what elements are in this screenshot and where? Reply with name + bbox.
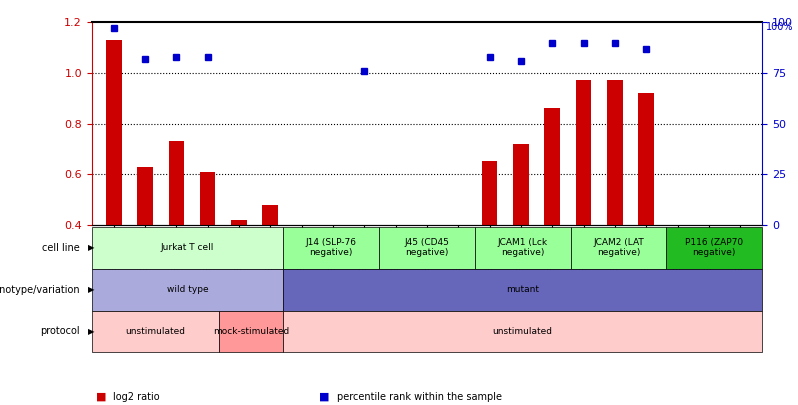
Text: JCAM2 (LAT
negative): JCAM2 (LAT negative) <box>593 238 644 258</box>
Text: unstimulated: unstimulated <box>492 327 553 336</box>
Text: ▶: ▶ <box>88 327 94 336</box>
Text: Jurkat T cell: Jurkat T cell <box>161 243 214 252</box>
Text: ■: ■ <box>319 392 330 402</box>
Text: log2 ratio: log2 ratio <box>113 392 160 402</box>
Bar <box>482 162 497 225</box>
Text: mock-stimulated: mock-stimulated <box>213 327 290 336</box>
Text: genotype/variation: genotype/variation <box>0 285 80 294</box>
Text: percentile rank within the sample: percentile rank within the sample <box>337 392 502 402</box>
Bar <box>137 166 153 225</box>
Bar <box>575 81 591 225</box>
Bar <box>231 220 247 225</box>
Text: protocol: protocol <box>40 326 80 337</box>
Text: ■: ■ <box>96 392 106 402</box>
Bar <box>638 93 654 225</box>
Bar <box>263 205 279 225</box>
Text: P116 (ZAP70
negative): P116 (ZAP70 negative) <box>685 238 743 258</box>
Text: wild type: wild type <box>167 285 208 294</box>
Bar <box>513 144 529 225</box>
Text: ▶: ▶ <box>88 243 94 252</box>
Text: 100%: 100% <box>766 22 793 32</box>
Bar <box>106 40 121 225</box>
Text: JCAM1 (Lck
negative): JCAM1 (Lck negative) <box>498 238 547 258</box>
Bar <box>607 81 622 225</box>
Text: J45 (CD45
negative): J45 (CD45 negative) <box>405 238 449 258</box>
Bar <box>200 172 215 225</box>
Text: J14 (SLP-76
negative): J14 (SLP-76 negative) <box>306 238 357 258</box>
Text: mutant: mutant <box>506 285 539 294</box>
Bar <box>544 109 560 225</box>
Bar <box>168 141 184 225</box>
Text: unstimulated: unstimulated <box>125 327 186 336</box>
Text: cell line: cell line <box>42 243 80 253</box>
Text: ▶: ▶ <box>88 285 94 294</box>
